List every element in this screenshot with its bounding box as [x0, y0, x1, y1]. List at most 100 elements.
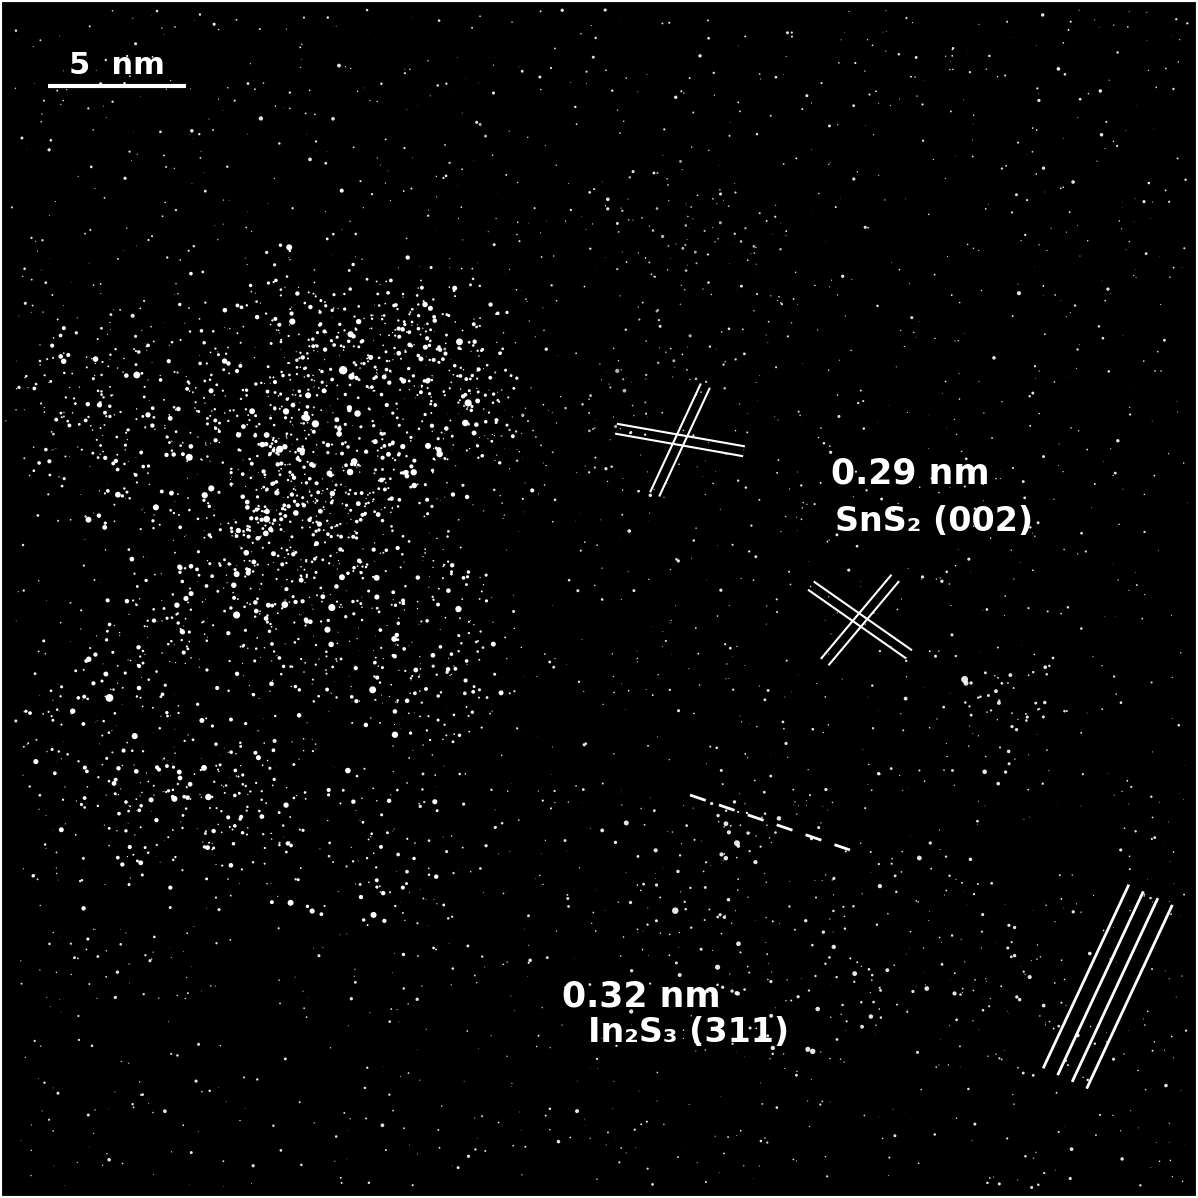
Point	[483, 702, 502, 721]
Point	[310, 301, 329, 320]
Point	[238, 516, 258, 536]
Point	[180, 298, 199, 317]
Point	[83, 349, 102, 368]
Point	[96, 665, 115, 684]
Point	[704, 85, 724, 104]
Point	[489, 304, 508, 323]
Point	[268, 425, 288, 444]
Point	[307, 335, 326, 355]
Point	[36, 806, 55, 825]
Point	[882, 760, 901, 779]
Point	[248, 528, 267, 547]
Point	[131, 86, 150, 105]
Point	[610, 12, 629, 31]
Point	[943, 926, 962, 945]
Point	[340, 462, 359, 482]
Point	[214, 351, 234, 370]
Point	[343, 373, 362, 392]
Point	[758, 680, 778, 700]
Point	[946, 647, 966, 666]
Point	[190, 149, 210, 168]
Point	[158, 248, 177, 267]
Point	[352, 249, 371, 268]
Point	[500, 260, 519, 279]
Point	[524, 464, 543, 483]
Point	[679, 659, 698, 678]
Point	[105, 339, 125, 358]
Point	[170, 762, 189, 781]
Point	[329, 419, 349, 438]
Point	[202, 716, 222, 736]
Point	[459, 1146, 478, 1166]
Point	[774, 65, 793, 84]
Point	[345, 307, 364, 326]
Point	[425, 792, 444, 811]
Point	[385, 460, 404, 479]
Point	[665, 358, 684, 377]
Point	[960, 737, 979, 756]
Point	[708, 957, 727, 976]
Point	[381, 362, 400, 381]
Point	[1027, 164, 1046, 183]
Point	[580, 462, 599, 482]
Point	[155, 599, 174, 618]
Point	[171, 619, 190, 639]
Point	[835, 919, 854, 938]
Point	[946, 870, 966, 889]
Point	[483, 431, 502, 450]
Point	[237, 801, 256, 821]
Point	[387, 630, 406, 649]
Point	[1036, 1015, 1055, 1034]
Point	[424, 938, 443, 957]
Point	[276, 547, 295, 567]
Point	[170, 768, 189, 787]
Point	[489, 391, 508, 410]
Point	[369, 471, 388, 490]
Point	[182, 121, 201, 140]
Point	[661, 645, 680, 664]
Point	[958, 235, 978, 254]
Point	[219, 514, 238, 533]
Point	[355, 355, 374, 374]
Point	[757, 816, 776, 835]
Point	[153, 207, 173, 226]
Point	[1089, 316, 1108, 335]
Point	[580, 975, 599, 994]
Point	[405, 476, 424, 495]
Point	[746, 853, 766, 872]
Point	[1019, 666, 1039, 685]
Point	[274, 657, 294, 676]
Point	[816, 611, 835, 630]
Point	[180, 1175, 199, 1194]
Point	[653, 146, 672, 165]
Point	[1060, 303, 1079, 322]
Point	[139, 1094, 158, 1113]
Point	[327, 652, 346, 671]
Point	[264, 368, 283, 387]
Point	[885, 1126, 904, 1145]
Point	[218, 78, 237, 97]
Point	[119, 651, 138, 670]
Point	[302, 455, 321, 474]
Point	[332, 568, 351, 587]
Point	[450, 726, 470, 745]
Point	[425, 395, 444, 415]
Text: 5  nm: 5 nm	[68, 52, 165, 80]
Point	[454, 387, 473, 406]
Point	[194, 333, 213, 352]
Point	[708, 208, 727, 228]
Point	[316, 296, 335, 315]
Point	[289, 449, 308, 468]
Point	[985, 349, 1004, 368]
Point	[97, 630, 116, 649]
Point	[241, 276, 260, 295]
Point	[111, 1052, 131, 1071]
Point	[864, 719, 883, 738]
Point	[972, 282, 991, 301]
Point	[226, 744, 246, 763]
Point	[870, 641, 889, 660]
Point	[123, 845, 143, 864]
Point	[997, 156, 1016, 175]
Point	[255, 733, 274, 752]
Point	[703, 474, 722, 494]
